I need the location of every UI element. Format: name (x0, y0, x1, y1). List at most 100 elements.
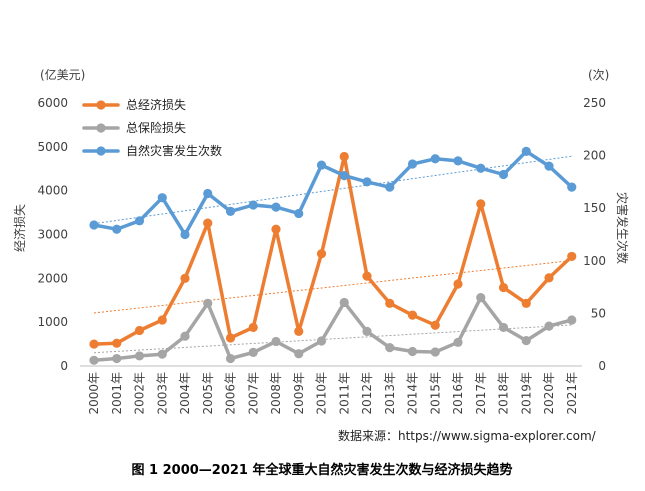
data-point (134, 216, 145, 226)
right-axis-title: 灾害发生次数 (615, 192, 630, 264)
x-tick-label: 2021年 (565, 372, 579, 415)
left-tick-label: 4000 (37, 184, 68, 198)
data-point (567, 315, 577, 325)
trend-line (93, 260, 572, 314)
trend-line (93, 155, 572, 225)
data-point (112, 353, 122, 364)
data-point (271, 202, 281, 212)
data-point (339, 151, 349, 162)
data-point (362, 271, 372, 281)
data-point (225, 206, 236, 216)
data-point (180, 331, 190, 341)
x-tick-label: 2002年 (133, 372, 147, 415)
legend-marker (96, 146, 106, 156)
data-point (453, 337, 463, 347)
data-point (225, 333, 236, 343)
data-point (407, 346, 418, 357)
left-tick-label: 5000 (37, 140, 68, 154)
right-tick-label: 200 (583, 149, 606, 163)
x-tick-label: 2001年 (110, 372, 124, 415)
x-tick-label: 2016年 (451, 372, 465, 415)
data-point (157, 349, 167, 359)
data-point (339, 297, 349, 308)
x-tick-label: 2015年 (428, 372, 442, 415)
x-tick-label: 2009年 (292, 372, 306, 415)
legend-label: 总保险损失 (126, 120, 186, 135)
data-point (294, 208, 304, 219)
data-point (157, 193, 167, 203)
data-point (430, 347, 440, 357)
data-point (248, 200, 258, 210)
data-point (134, 325, 145, 336)
data-point (476, 163, 486, 173)
data-point (89, 355, 99, 365)
x-tick-label: 2003年 (155, 372, 169, 415)
right-tick-label: 0 (598, 359, 606, 373)
data-point (385, 298, 395, 308)
x-tick-label: 2006年 (224, 372, 238, 415)
data-point (453, 279, 463, 289)
x-tick-label: 2017年 (474, 372, 488, 415)
data-point (203, 218, 213, 228)
x-tick-label: 2000年 (87, 372, 101, 415)
legend-marker (96, 123, 106, 133)
data-point (294, 326, 304, 336)
data-point (498, 322, 509, 333)
data-point (89, 220, 99, 230)
data-point (180, 273, 190, 283)
left-tick-label: 6000 (37, 96, 68, 110)
data-point (362, 326, 372, 336)
data-point (521, 146, 531, 156)
series-line (92, 149, 574, 237)
series-group (89, 293, 577, 365)
series-group (89, 146, 577, 240)
x-tick-label: 2008年 (269, 372, 283, 415)
data-point (567, 182, 577, 192)
left-tick-label: 2000 (37, 271, 68, 285)
legend-label: 自然灾害发生次数 (126, 143, 222, 158)
left-axis-title: 经济损失 (12, 204, 27, 252)
data-point (476, 293, 486, 303)
data-point (248, 322, 258, 333)
data-point (157, 315, 167, 325)
right-tick-label: 250 (583, 96, 606, 110)
data-point (362, 177, 372, 187)
figure-caption: 图 1 2000—2021 年全球重大自然灾害发生次数与经济损失趋势 (132, 462, 513, 478)
data-point (339, 170, 349, 181)
left-tick-label: 1000 (37, 315, 68, 329)
data-source: 数据来源：https://www.sigma-explorer.com/ (338, 428, 597, 443)
data-point (385, 342, 395, 353)
data-point (430, 154, 440, 164)
data-point (112, 224, 122, 234)
data-point (544, 161, 554, 171)
data-point (567, 251, 577, 262)
data-point (180, 229, 190, 240)
series-line (92, 154, 574, 346)
right-tick-label: 150 (583, 201, 606, 215)
data-point (316, 249, 327, 259)
data-point (112, 338, 122, 348)
data-point (521, 298, 531, 308)
data-point (316, 160, 327, 170)
x-tick-label: 2005年 (201, 372, 215, 415)
x-tick-label: 2012年 (360, 372, 374, 415)
data-point (430, 320, 440, 330)
data-point (476, 199, 486, 209)
right-axis-ticks: 0 50 100 150 200 250 (583, 96, 606, 373)
x-tick-label: 2020年 (542, 372, 556, 415)
left-tick-label: 3000 (37, 228, 68, 242)
right-axis-unit: (次) (588, 68, 609, 82)
series-line (92, 295, 574, 363)
data-point (203, 188, 213, 199)
left-tick-label: 0 (60, 359, 68, 373)
data-point (521, 335, 531, 346)
data-point (316, 336, 327, 346)
x-tick-label: 2019年 (519, 372, 533, 415)
data-point (248, 347, 258, 358)
data-point (544, 321, 554, 331)
x-axis-ticks: 2000年 2001年 2002年 2003年 2004年 2005年 2006年 2007年… (87, 372, 579, 415)
data-point (134, 351, 145, 361)
x-tick-label: 2014年 (406, 372, 420, 415)
